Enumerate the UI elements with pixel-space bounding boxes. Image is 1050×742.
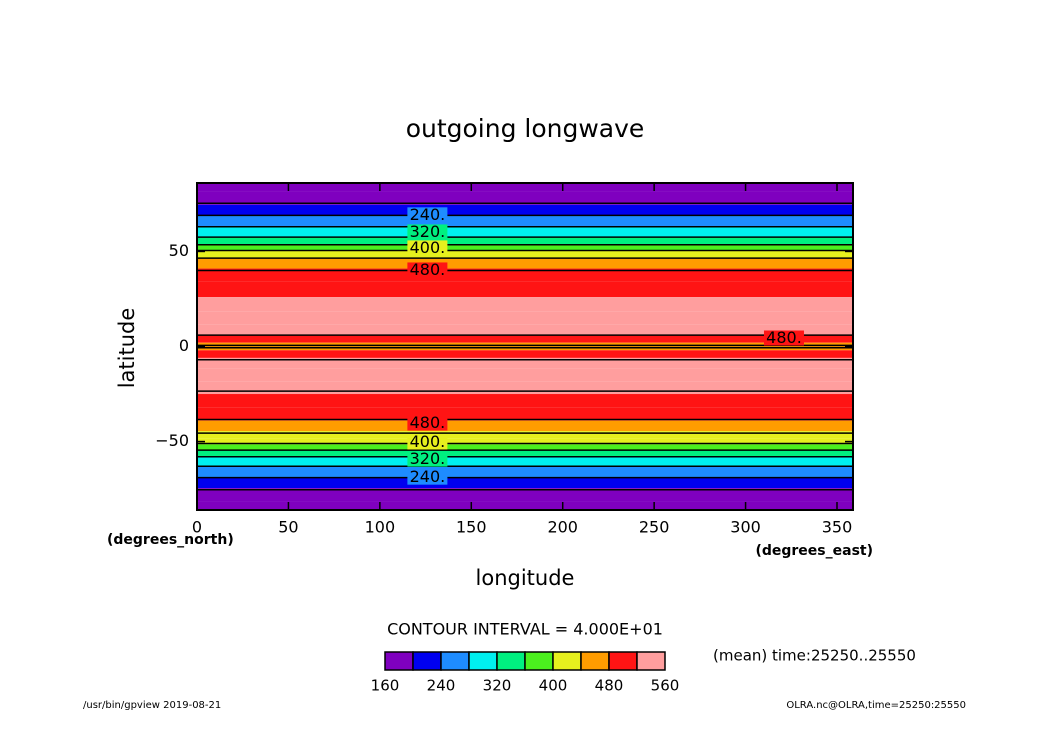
colorbar-tick-label: 320 (483, 677, 512, 695)
contour-label: 400. (410, 432, 446, 451)
colorbar-tick-label: 400 (539, 677, 568, 695)
contour-label: 480. (410, 260, 446, 279)
contour-band (197, 268, 853, 282)
time-info: (mean) time:25250..25550 (713, 647, 916, 665)
contour-band (197, 297, 853, 312)
contour-label: 480. (766, 328, 802, 347)
x-tick-label: 100 (365, 518, 396, 537)
x-tick-label: 150 (456, 518, 487, 537)
colorbar-box (524, 651, 554, 671)
colorbar-box (440, 651, 470, 671)
contour-band (197, 368, 853, 382)
x-unit: (degrees_east) (755, 543, 873, 559)
contour-band (197, 381, 853, 395)
x-tick-label: 300 (730, 518, 761, 537)
x-tick-label: 350 (822, 518, 853, 537)
contour-label: 240. (410, 467, 446, 486)
contour-band (197, 407, 853, 421)
contour-band (197, 438, 853, 445)
contour-band (197, 450, 853, 457)
colorbar-box (384, 651, 414, 671)
contour-label: 320. (410, 222, 446, 241)
colorbar-box (412, 651, 442, 671)
colorbar-box (552, 651, 582, 671)
colorbar-box (580, 651, 610, 671)
contour-band (197, 215, 853, 227)
contour-band (197, 394, 853, 408)
contour-band (197, 488, 853, 502)
colorbar-tick-label: 480 (595, 677, 624, 695)
contour-band (197, 258, 853, 269)
contour-band (197, 204, 853, 216)
y-unit: (degrees_north) (107, 532, 234, 548)
x-axis-label: longitude (476, 566, 575, 590)
contour-interval: CONTOUR INTERVAL = 4.000E+01 (387, 620, 663, 639)
colorbar-tick-label: 160 (371, 677, 400, 695)
contour-band (197, 420, 853, 432)
contour-band (197, 311, 853, 325)
contour-band (197, 431, 853, 439)
contour-band (197, 324, 853, 336)
contour-band (197, 237, 853, 245)
colorbar-box (636, 651, 666, 671)
contour-label: 320. (410, 449, 446, 468)
contour-band (197, 250, 853, 259)
contour-band (197, 350, 853, 358)
x-tick-label: 0 (192, 518, 202, 537)
contour-band (197, 183, 853, 192)
colorbar-tick-label: 240 (427, 677, 456, 695)
contour-label-bg (763, 330, 804, 346)
colorbar-box (608, 651, 638, 671)
contour-band (197, 466, 853, 478)
x-tick-label: 200 (547, 518, 578, 537)
footer-left: /usr/bin/gpview 2019-08-21 (83, 700, 221, 711)
contour-label-bg (407, 224, 448, 240)
colorbar-box (496, 651, 526, 671)
contour-band (197, 357, 853, 369)
contour-label-bg (407, 262, 448, 278)
y-tick-label: 50 (169, 241, 189, 260)
contour-label: 400. (410, 238, 446, 257)
y-tick-label: 0 (179, 336, 189, 355)
contour-label-bg (407, 240, 448, 256)
contour-band (197, 191, 853, 205)
footer-right: OLRA.nc@OLRA,time=25250:25550 (786, 700, 966, 711)
contour-label-bg (407, 415, 448, 431)
contour-band (197, 281, 853, 298)
contour-label: 240. (410, 205, 446, 224)
contour-label: 480. (410, 413, 446, 432)
colorbar-box (468, 651, 498, 671)
colorbar-tick-label: 560 (651, 677, 680, 695)
contour-band (197, 342, 853, 351)
contour-band (197, 226, 853, 238)
contour-label-bg (407, 434, 448, 450)
contour-band (197, 501, 853, 510)
y-axis-label: latitude (115, 308, 139, 389)
contour-band (197, 335, 853, 343)
contour-band (197, 444, 853, 451)
contour-band (197, 244, 853, 251)
contour-label-bg (407, 469, 448, 485)
y-tick-label: −50 (155, 431, 189, 450)
chart-title: outgoing longwave (406, 114, 645, 143)
contour-label-bg (407, 207, 448, 223)
contour-band (197, 456, 853, 467)
x-tick-label: 250 (639, 518, 670, 537)
x-tick-label: 50 (278, 518, 298, 537)
contour-label-bg (407, 451, 448, 467)
contour-band (197, 477, 853, 489)
